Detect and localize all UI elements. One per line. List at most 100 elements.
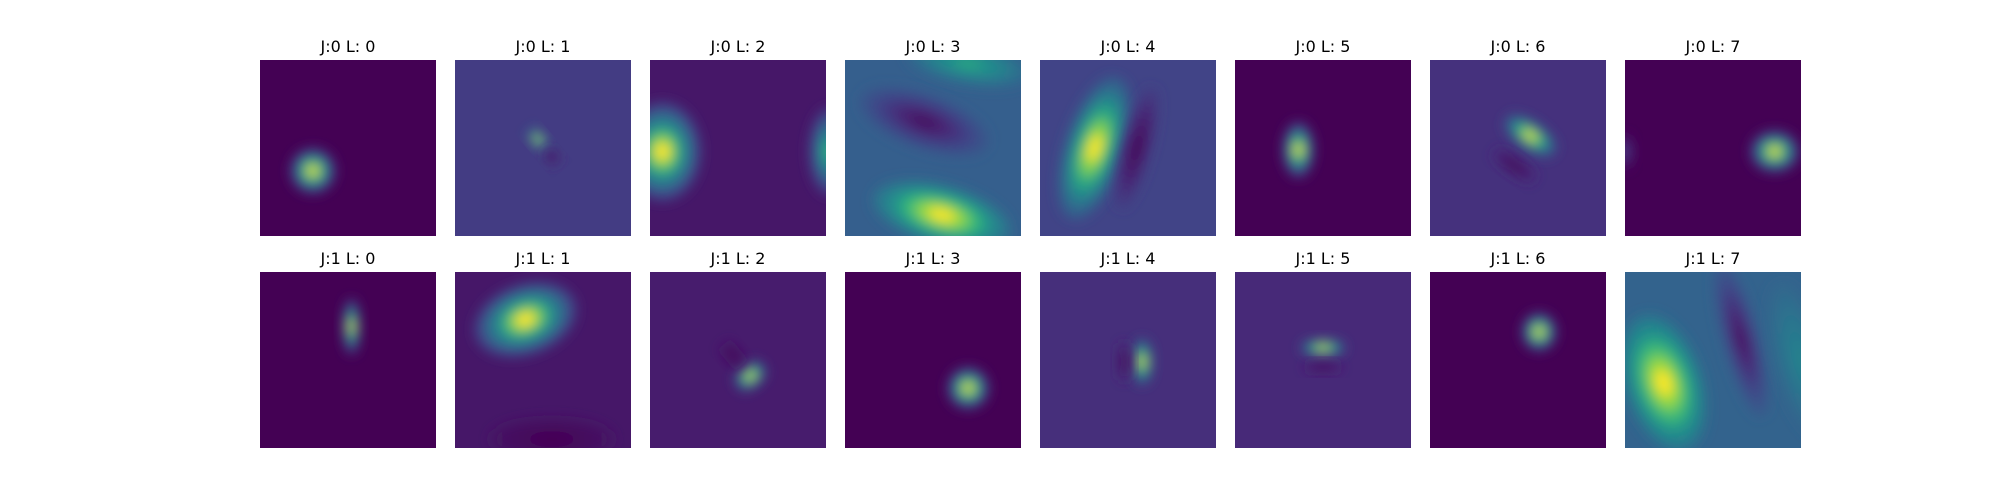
heatmap-background	[1430, 60, 1606, 236]
heatmap-blob	[860, 87, 988, 156]
heatmap-blob-level	[1655, 369, 1673, 397]
heatmap-blob	[528, 128, 548, 150]
panel-title: J:1 L: 2	[710, 249, 766, 268]
panel-title: J:0 L: 7	[1685, 37, 1741, 56]
heatmap-background	[1235, 60, 1411, 236]
panel-title: J:0 L: 1	[515, 37, 571, 56]
heatmap-blob-level	[1319, 365, 1327, 369]
panel-title: J:1 L: 0	[320, 249, 376, 268]
heatmap-blob	[490, 418, 614, 448]
filter-heatmap-panel	[1625, 60, 1801, 236]
heatmap-background	[845, 272, 1021, 448]
panel-title: J:1 L: 7	[1685, 249, 1741, 268]
heatmap-blob-level	[1295, 144, 1302, 156]
heatmap-blob	[1521, 312, 1557, 352]
heatmap-blob	[873, 180, 1011, 236]
heatmap-blob	[1300, 338, 1346, 357]
heatmap-blob	[1117, 342, 1132, 382]
heatmap-blob-level	[1318, 345, 1328, 350]
heatmap-svg	[1430, 60, 1606, 236]
filter-heatmap-panel	[845, 272, 1021, 448]
heatmap-svg	[455, 60, 631, 236]
heatmap-blob-level	[928, 208, 956, 222]
heatmap-blob	[734, 361, 766, 391]
panel-title: J:0 L: 4	[1100, 37, 1156, 56]
heatmap-svg	[1235, 60, 1411, 236]
filter-heatmap-panel	[1235, 60, 1411, 236]
heatmap-blob-level	[1139, 357, 1145, 367]
heatmap-blob-level	[1535, 327, 1543, 336]
heatmap-blob-level	[911, 114, 937, 129]
heatmap-svg	[845, 60, 1021, 236]
heatmap-svg	[650, 60, 826, 236]
filter-heatmap-panel	[260, 272, 436, 448]
heatmap-blob	[342, 298, 361, 355]
heatmap-blob	[721, 342, 745, 367]
filter-heatmap-panel	[650, 272, 826, 448]
filter-heatmap-panel	[260, 60, 436, 236]
panel-title: J:0 L: 0	[320, 37, 376, 56]
heatmap-blob-level	[1087, 133, 1102, 163]
heatmap-blob-level	[1794, 344, 1801, 376]
heatmap-blob	[1504, 115, 1557, 157]
heatmap-svg	[260, 272, 436, 448]
filter-heatmap-panel	[650, 60, 826, 236]
heatmap-blob	[474, 281, 577, 358]
filter-heatmap-panel	[1235, 272, 1411, 448]
filter-heatmap-panel	[1430, 60, 1606, 236]
heatmap-blob-level	[747, 372, 754, 379]
heatmap-blob-level	[550, 155, 554, 159]
heatmap-blob-level	[308, 166, 318, 176]
heatmap-blob	[947, 367, 990, 410]
heatmap-blob-level	[1510, 162, 1519, 169]
heatmap-blob	[543, 148, 560, 165]
heatmap-background	[260, 272, 436, 448]
heatmap-svg	[1625, 60, 1801, 236]
heatmap-blob-level	[349, 320, 354, 333]
heatmap-blob-level	[821, 135, 826, 168]
heatmap-blob-level	[1625, 148, 1627, 156]
heatmap-svg	[260, 60, 436, 236]
panel-title: J:1 L: 3	[905, 249, 961, 268]
heatmap-blob-level	[956, 60, 981, 69]
heatmap-blob-level	[535, 137, 540, 142]
heatmap-blob	[289, 148, 336, 194]
heatmap-blob-level	[730, 352, 735, 358]
heatmap-background	[1430, 272, 1606, 448]
heatmap-blob-level	[1525, 131, 1536, 140]
filter-heatmap-panel	[1040, 272, 1216, 448]
panel-title: J:0 L: 2	[710, 37, 766, 56]
filter-heatmap-panel	[1625, 272, 1801, 448]
heatmap-blob	[1625, 133, 1634, 170]
heatmap-blob	[1749, 130, 1800, 173]
panel-title: J:1 L: 6	[1490, 249, 1546, 268]
filter-heatmap-panel	[845, 60, 1021, 236]
panel-title: J:1 L: 5	[1295, 249, 1351, 268]
heatmap-blob	[1714, 272, 1768, 416]
heatmap-blob-level	[1132, 136, 1141, 160]
heatmap-blob-level	[1735, 323, 1747, 355]
heatmap-svg	[1430, 272, 1606, 448]
heatmap-svg	[650, 272, 826, 448]
heatmap-svg	[455, 272, 631, 448]
heatmap-blob	[1303, 361, 1343, 373]
panel-title: J:0 L: 5	[1295, 37, 1351, 56]
heatmap-blob	[1282, 121, 1315, 178]
heatmap-blob-level	[1769, 147, 1780, 156]
heatmap-blob	[1768, 283, 1801, 437]
filter-heatmap-panel	[455, 60, 631, 236]
heatmap-blob	[1131, 338, 1153, 385]
heatmap-background	[1235, 272, 1411, 448]
heatmap-background	[260, 60, 436, 236]
filter-heatmap-panel	[455, 272, 631, 448]
heatmap-blob	[1058, 77, 1132, 219]
panel-title: J:0 L: 3	[905, 37, 961, 56]
heatmap-blob	[1625, 314, 1707, 448]
heatmap-blob-level	[539, 434, 565, 444]
heatmap-svg	[1235, 272, 1411, 448]
panel-title: J:0 L: 6	[1490, 37, 1546, 56]
heatmap-blob-level	[654, 141, 671, 162]
heatmap-blob-level	[963, 383, 973, 393]
filter-heatmap-panel	[1040, 60, 1216, 236]
